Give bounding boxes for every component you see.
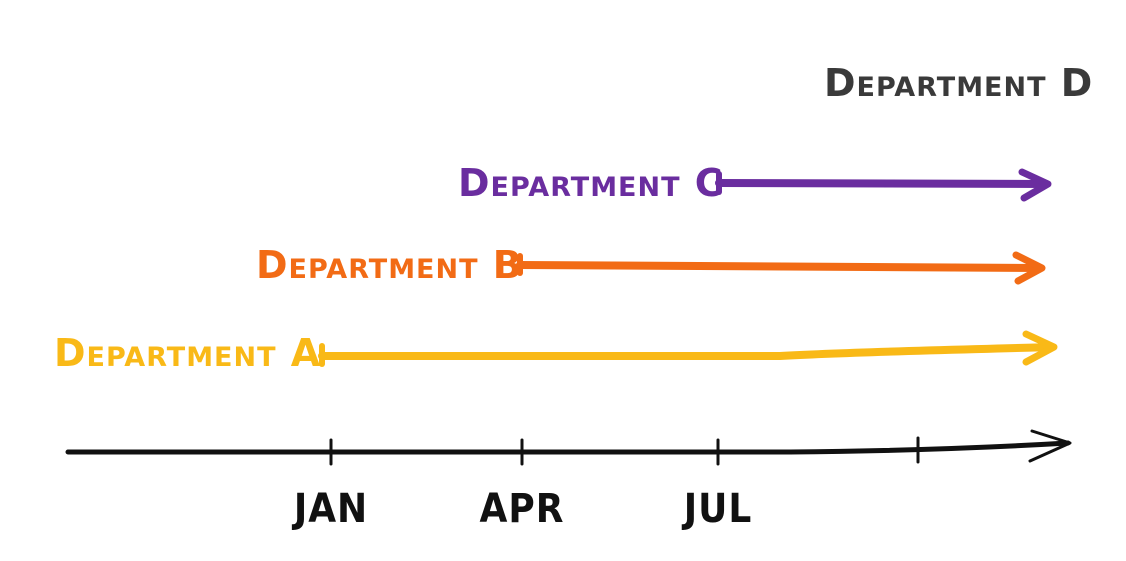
department-c-label: Department C xyxy=(458,161,724,205)
time-axis-arrowhead xyxy=(1028,429,1072,463)
department-b-track: Department B xyxy=(256,243,1046,287)
department-a-track: Department A xyxy=(54,330,1058,375)
department-c-track: Department C xyxy=(458,161,1052,205)
department-b-label: Department B xyxy=(256,243,523,287)
department-c-arrowhead xyxy=(1018,168,1052,202)
department-d-label: Department D xyxy=(824,61,1093,105)
department-a-arrowhead xyxy=(1022,330,1058,366)
department-b-arrowhead xyxy=(1012,251,1046,285)
tick-label-jul: JUL xyxy=(681,486,753,532)
tick-label-apr: APR xyxy=(480,486,565,532)
department-c-bar xyxy=(715,179,1050,188)
department-a-bar xyxy=(318,343,1056,360)
tick-label-jan: JAN xyxy=(291,486,368,532)
time-axis: JAN APR JUL xyxy=(65,429,1072,532)
department-b-bar xyxy=(516,261,1044,272)
department-a-label: Department A xyxy=(54,331,321,375)
time-axis-line xyxy=(65,440,1071,455)
department-d-track: Department D xyxy=(824,61,1093,105)
